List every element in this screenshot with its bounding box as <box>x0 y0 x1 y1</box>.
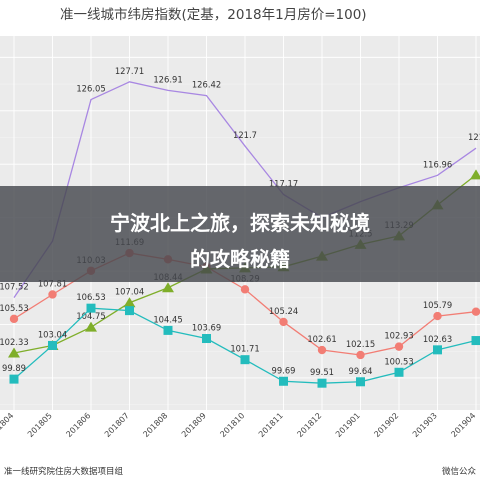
x-tick-label: 201809 <box>180 411 208 439</box>
footer-credit: 微信公众 <box>442 466 477 477</box>
chart-title: 准一线城市纬房指数(定基，2018年1月房价=100) <box>60 6 367 23</box>
data-label: 126.91 <box>153 74 182 84</box>
overlay-title-line2: 的攻略秘籍 <box>190 247 290 271</box>
data-point-square <box>433 345 442 355</box>
data-point-square <box>9 374 19 384</box>
x-tick-label: 201811 <box>257 411 285 439</box>
data-label: 105.53 <box>0 303 29 313</box>
data-point-circle <box>9 314 19 324</box>
data-label: 99.69 <box>272 365 296 375</box>
data-point-circle <box>279 317 288 327</box>
data-label: 104.45 <box>153 314 182 324</box>
data-label: 127.71 <box>115 66 144 76</box>
data-point-square <box>279 376 288 386</box>
data-point-triangle <box>162 282 174 293</box>
overlay-title-line1: 宁波北上之旅，探索未知秘境 <box>110 211 370 235</box>
data-point-triangle <box>470 169 480 180</box>
x-tick-label: 201904 <box>449 411 477 439</box>
data-label: 116.96 <box>423 159 452 169</box>
data-label: 99.64 <box>349 366 373 376</box>
data-label: 117.17 <box>269 178 298 188</box>
data-label: 107.04 <box>115 287 144 297</box>
data-point-square <box>202 334 211 344</box>
overlay-banner: 宁波北上之旅，探索未知秘境 的攻略秘籍 <box>0 186 480 282</box>
data-label: 121.7 <box>233 130 257 140</box>
data-label: 106.53 <box>76 292 105 302</box>
data-point-circle <box>240 285 250 294</box>
data-point-circle <box>433 311 442 321</box>
data-label: 99.51 <box>310 367 334 377</box>
x-tick-label: 201808 <box>141 411 169 439</box>
data-point-square <box>394 367 404 377</box>
data-label: 121 <box>468 132 480 142</box>
data-label: 102.63 <box>423 334 452 344</box>
data-label: 100.53 <box>384 356 413 366</box>
data-label: 99.89 <box>2 363 26 373</box>
data-label: 103.69 <box>192 323 221 333</box>
data-point-square <box>471 336 480 346</box>
data-point-circle <box>48 290 57 299</box>
data-label: 126.05 <box>76 84 105 94</box>
data-point-square <box>125 306 134 316</box>
data-label: 102.33 <box>0 337 29 347</box>
data-point-square <box>356 377 365 387</box>
data-label: 102.93 <box>384 331 413 341</box>
x-tick-label: 201903 <box>411 411 439 439</box>
data-point-square <box>317 378 327 388</box>
data-point-triangle <box>8 347 20 358</box>
data-label: 105.24 <box>269 306 298 316</box>
data-point-square <box>240 355 250 365</box>
x-tick-label: 201812 <box>295 411 323 439</box>
data-point-square <box>48 340 57 350</box>
data-point-square <box>163 325 173 335</box>
data-label: 107.52 <box>0 282 29 292</box>
data-point-triangle <box>85 321 97 332</box>
footer-source: 准一线研究院住房大数据项目组 <box>4 466 124 477</box>
data-point-circle <box>356 350 365 360</box>
x-tick-label: 201902 <box>372 411 400 439</box>
data-label: 126.42 <box>192 80 221 90</box>
data-point-circle <box>471 307 480 316</box>
data-point-circle <box>317 345 327 355</box>
x-tick-label: 201901 <box>334 411 362 439</box>
data-label: 101.71 <box>230 344 259 354</box>
data-point-circle <box>394 342 404 351</box>
x-tick-label: 201805 <box>26 411 54 439</box>
overlay-background <box>0 186 480 282</box>
data-label: 107.81 <box>38 278 67 288</box>
x-tick-label: 201810 <box>218 411 246 439</box>
data-label: 102.61 <box>307 334 336 344</box>
data-label: 102.15 <box>346 339 375 349</box>
data-point-triangle <box>123 297 136 308</box>
x-tick-label: 201806 <box>64 411 92 439</box>
data-label: 105.79 <box>423 300 452 310</box>
x-tick-label: 201804 <box>0 411 15 439</box>
data-label: 103.04 <box>38 329 67 339</box>
x-tick-label: 201807 <box>103 411 131 439</box>
data-label: 104.75 <box>76 311 105 321</box>
data-point-square <box>86 303 96 313</box>
